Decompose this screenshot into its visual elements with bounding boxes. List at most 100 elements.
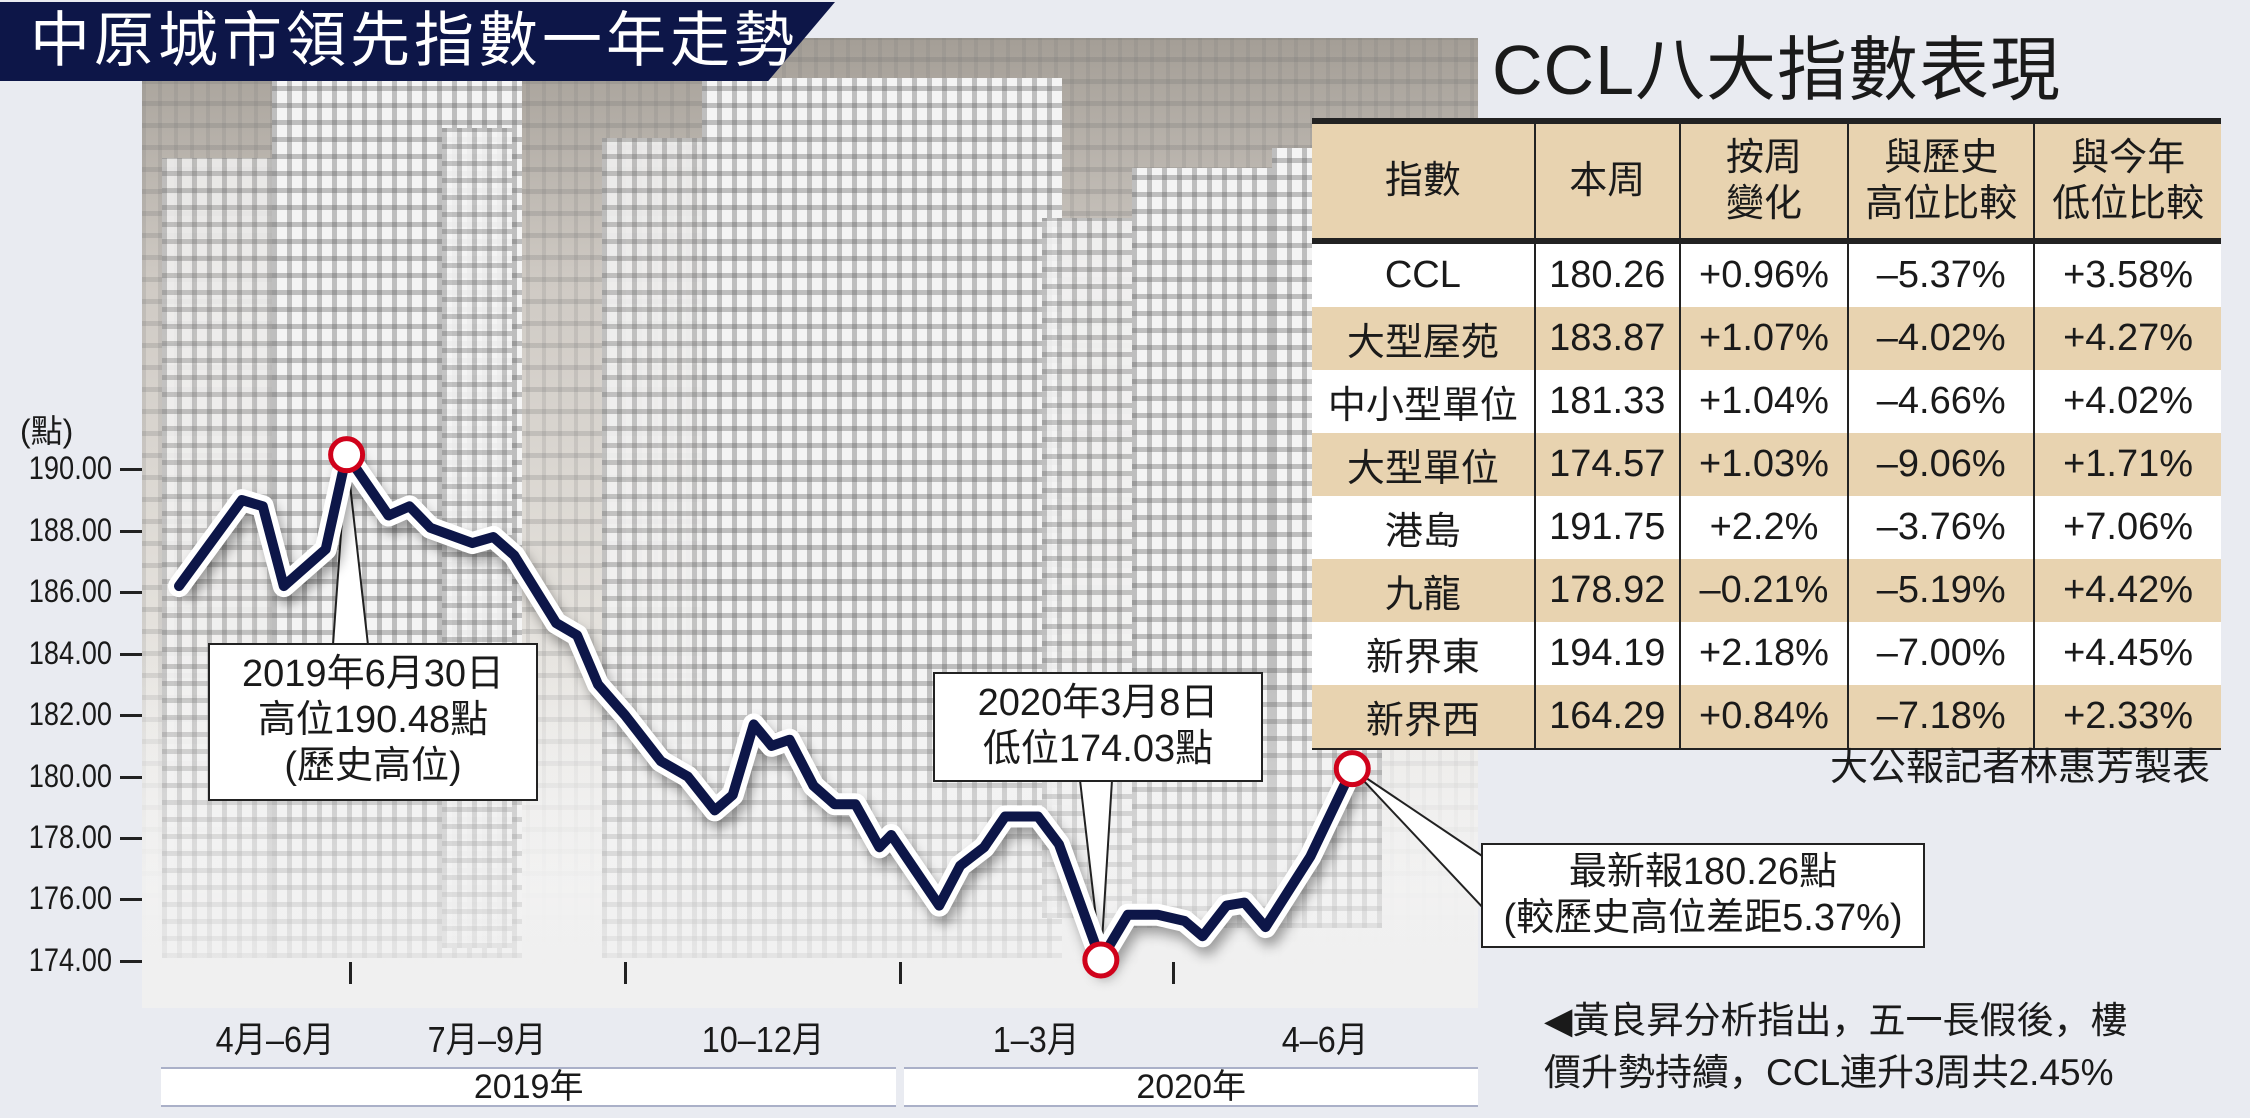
table-cell: +4.42% [2033,559,2221,622]
table-cell: 194.19 [1533,622,1680,685]
header-text: 指數 [1384,160,1461,202]
x-quarter-label: 1–3月 [993,1019,1080,1060]
table-cell: 178.92 [1533,559,1680,622]
y-axis-unit: (點) [20,413,74,449]
y-tick-label: 180.00 [28,757,113,794]
x-year-label: 2020年 [904,1067,1478,1107]
table-cell: 大型屋苑 [1312,307,1535,370]
y-tick [120,837,142,841]
x-quarter-label: 10–12月 [701,1019,824,1060]
table-row: 九龍 178.92 –0.21% –5.19% +4.42% [1312,559,2221,622]
table-cell: +0.84% [1678,685,1849,750]
annotation-high-date: 2019年6月30日 [242,653,504,695]
table-header-cell: 與今年 低位比較 [2033,121,2221,244]
y-tick-label: 184.00 [28,634,113,671]
table-cell: +2.18% [1678,622,1849,685]
table-cell: 164.29 [1533,685,1680,750]
y-tick [120,714,142,718]
x-quarter-label: 7月–9月 [427,1019,547,1060]
x-quarter-label: 4–6月 [1282,1019,1369,1060]
table-cell: +1.04% [1678,370,1849,433]
header-text: 與今年 [2071,137,2186,179]
y-tick-label: 174.00 [28,941,113,978]
annotation-latest: 最新報180.26點 (較歷史高位差距5.37%) [1481,843,1925,948]
table-cell: 九龍 [1312,559,1535,622]
table-cell: –4.02% [1847,307,2035,370]
table-cell: +7.06% [2033,496,2221,559]
annotation-latest-value: 最新報180.26點 [1568,851,1838,893]
table-cell: –9.06% [1847,433,2035,496]
chart-title: 中原城市領先指數一年走勢 [30,7,798,74]
y-tick-label: 188.00 [28,511,113,548]
table-row: 大型單位 174.57 +1.03% –9.06% +1.71% [1312,433,2221,496]
table-cell: +0.96% [1678,241,1849,307]
y-tick-label: 176.00 [28,880,113,917]
table-cell: –7.00% [1847,622,2035,685]
annotation-high-value: 高位190.48點 [257,699,489,741]
title-banner [0,2,835,81]
header-text: 低位比較 [2052,183,2205,225]
x-quarter-label: 4月–6月 [215,1019,335,1060]
table-cell: 183.87 [1533,307,1680,370]
y-tick-label: 186.00 [28,573,113,610]
table-cell: +2.33% [2033,685,2221,750]
table-credit: 大公報記者林惠芳製表 [1829,747,2210,789]
index-table: 指數 本周 按周 變化 與歷史 高位比較 與今年 低位比較 CCL 180.26 +0.96% –5… [1312,118,2221,750]
table-cell: +4.27% [2033,307,2221,370]
y-tick [120,959,142,963]
annotation-high: 2019年6月30日 高位190.48點 (歷史高位) [208,643,538,801]
table-header-row: 指數 本周 按周 變化 與歷史 高位比較 與今年 低位比較 [1312,121,2221,244]
table-cell: –5.19% [1847,559,2035,622]
annotation-low-value: 低位174.03點 [982,728,1214,770]
x-tick [899,962,903,984]
table-cell: 港島 [1312,496,1535,559]
x-tick [623,962,627,984]
table-cell: +1.71% [2033,433,2221,496]
series-line [174,449,1358,965]
table-row: 大型屋苑 183.87 +1.07% –4.02% +4.27% [1312,307,2221,370]
table-cell: 新界東 [1312,622,1535,685]
header-text: 與歷史 [1884,137,1999,179]
x-year-label: 2019年 [161,1067,897,1107]
callout-pointer [1351,767,1499,915]
y-tick [120,529,142,533]
y-tick-label: 190.00 [28,450,113,487]
highlight-marker [1333,750,1371,788]
y-tick [120,591,142,595]
y-tick-label: 182.00 [28,696,113,733]
table-header-cell: 指數 [1312,121,1535,244]
annotation-high-note: (歷史高位) [284,745,462,787]
annotation-low: 2020年3月8日 低位174.03點 [933,672,1263,782]
caption-line-2: 價升勢持續，CCL連升3周共2.45% [1544,1052,2114,1093]
annotation-latest-note: (較歷史高位差距5.37%) [1503,897,1903,939]
table-header-cell: 與歷史 高位比較 [1847,121,2035,244]
header-text: 按周 [1725,137,1802,179]
table-cell: 新界西 [1312,685,1535,750]
table-cell: 大型單位 [1312,433,1535,496]
table-row: 新界東 194.19 +2.18% –7.00% +4.45% [1312,622,2221,685]
table-cell: 174.57 [1533,433,1680,496]
y-tick [120,468,142,472]
table-row: 港島 191.75 +2.2% –3.76% +7.06% [1312,496,2221,559]
table-header-cell: 按周 變化 [1678,121,1849,244]
highlight-marker [1082,941,1120,979]
photo-caption: ◀黃良昇分析指出，五一長假後，樓 價升勢持續，CCL連升3周共2.45% [1544,995,2224,1099]
y-tick-label: 178.00 [28,819,113,856]
table-cell: +4.45% [2033,622,2221,685]
table-cell: –3.76% [1847,496,2035,559]
y-tick [120,652,142,656]
table-cell: +4.02% [2033,370,2221,433]
caption-line-1: ◀黃良昇分析指出，五一長假後，樓 [1544,1000,2128,1041]
header-text: 高位比較 [1865,183,2018,225]
table-header-cell: 本周 [1533,121,1680,244]
header-text: 變化 [1725,183,1802,225]
table-cell: +1.03% [1678,433,1849,496]
table-cell: +1.07% [1678,307,1849,370]
x-tick [1171,962,1175,984]
table-cell: +2.2% [1678,496,1849,559]
table-cell: +3.58% [2033,241,2221,307]
table-cell: –4.66% [1847,370,2035,433]
table-row: 中小型單位 181.33 +1.04% –4.66% +4.02% [1312,370,2221,433]
table-row: 新界西 164.29 +0.84% –7.18% +2.33% [1312,685,2221,750]
